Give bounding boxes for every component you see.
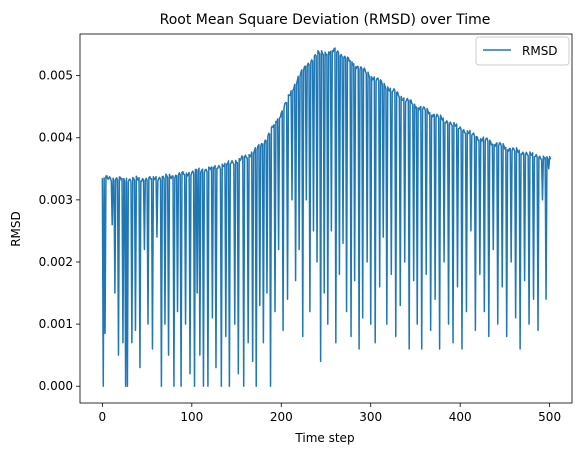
y-tick-label: 0.003 xyxy=(39,193,73,207)
x-tick-label: 400 xyxy=(449,410,472,424)
x-axis-label: Time step xyxy=(294,431,354,445)
y-tick-label: 0.005 xyxy=(39,69,73,83)
series-line-rmsd xyxy=(101,47,552,387)
legend-entry-rmsd: RMSD xyxy=(522,44,558,58)
y-tick-label: 0.002 xyxy=(39,255,73,269)
plot-area xyxy=(101,47,552,387)
chart-title: Root Mean Square Deviation (RMSD) over T… xyxy=(160,12,491,28)
y-axis-label: RMSD xyxy=(9,211,23,247)
x-tick-label: 500 xyxy=(538,410,561,424)
axes-frame xyxy=(79,33,573,404)
legend-box xyxy=(475,36,570,66)
y-tick-label: 0.000 xyxy=(39,379,73,393)
legend: RMSD xyxy=(475,36,570,66)
x-tick-label: 300 xyxy=(359,410,382,424)
y-tick-label: 0.004 xyxy=(39,131,73,145)
x-tick-label: 0 xyxy=(99,410,107,424)
x-tick-label: 100 xyxy=(180,410,203,424)
x-axis: 0 100 200 300 400 500 xyxy=(99,403,561,424)
y-axis: 0.000 0.001 0.002 0.003 0.004 0.005 xyxy=(39,69,80,393)
y-tick-label: 0.001 xyxy=(39,317,73,331)
x-tick-label: 200 xyxy=(270,410,293,424)
